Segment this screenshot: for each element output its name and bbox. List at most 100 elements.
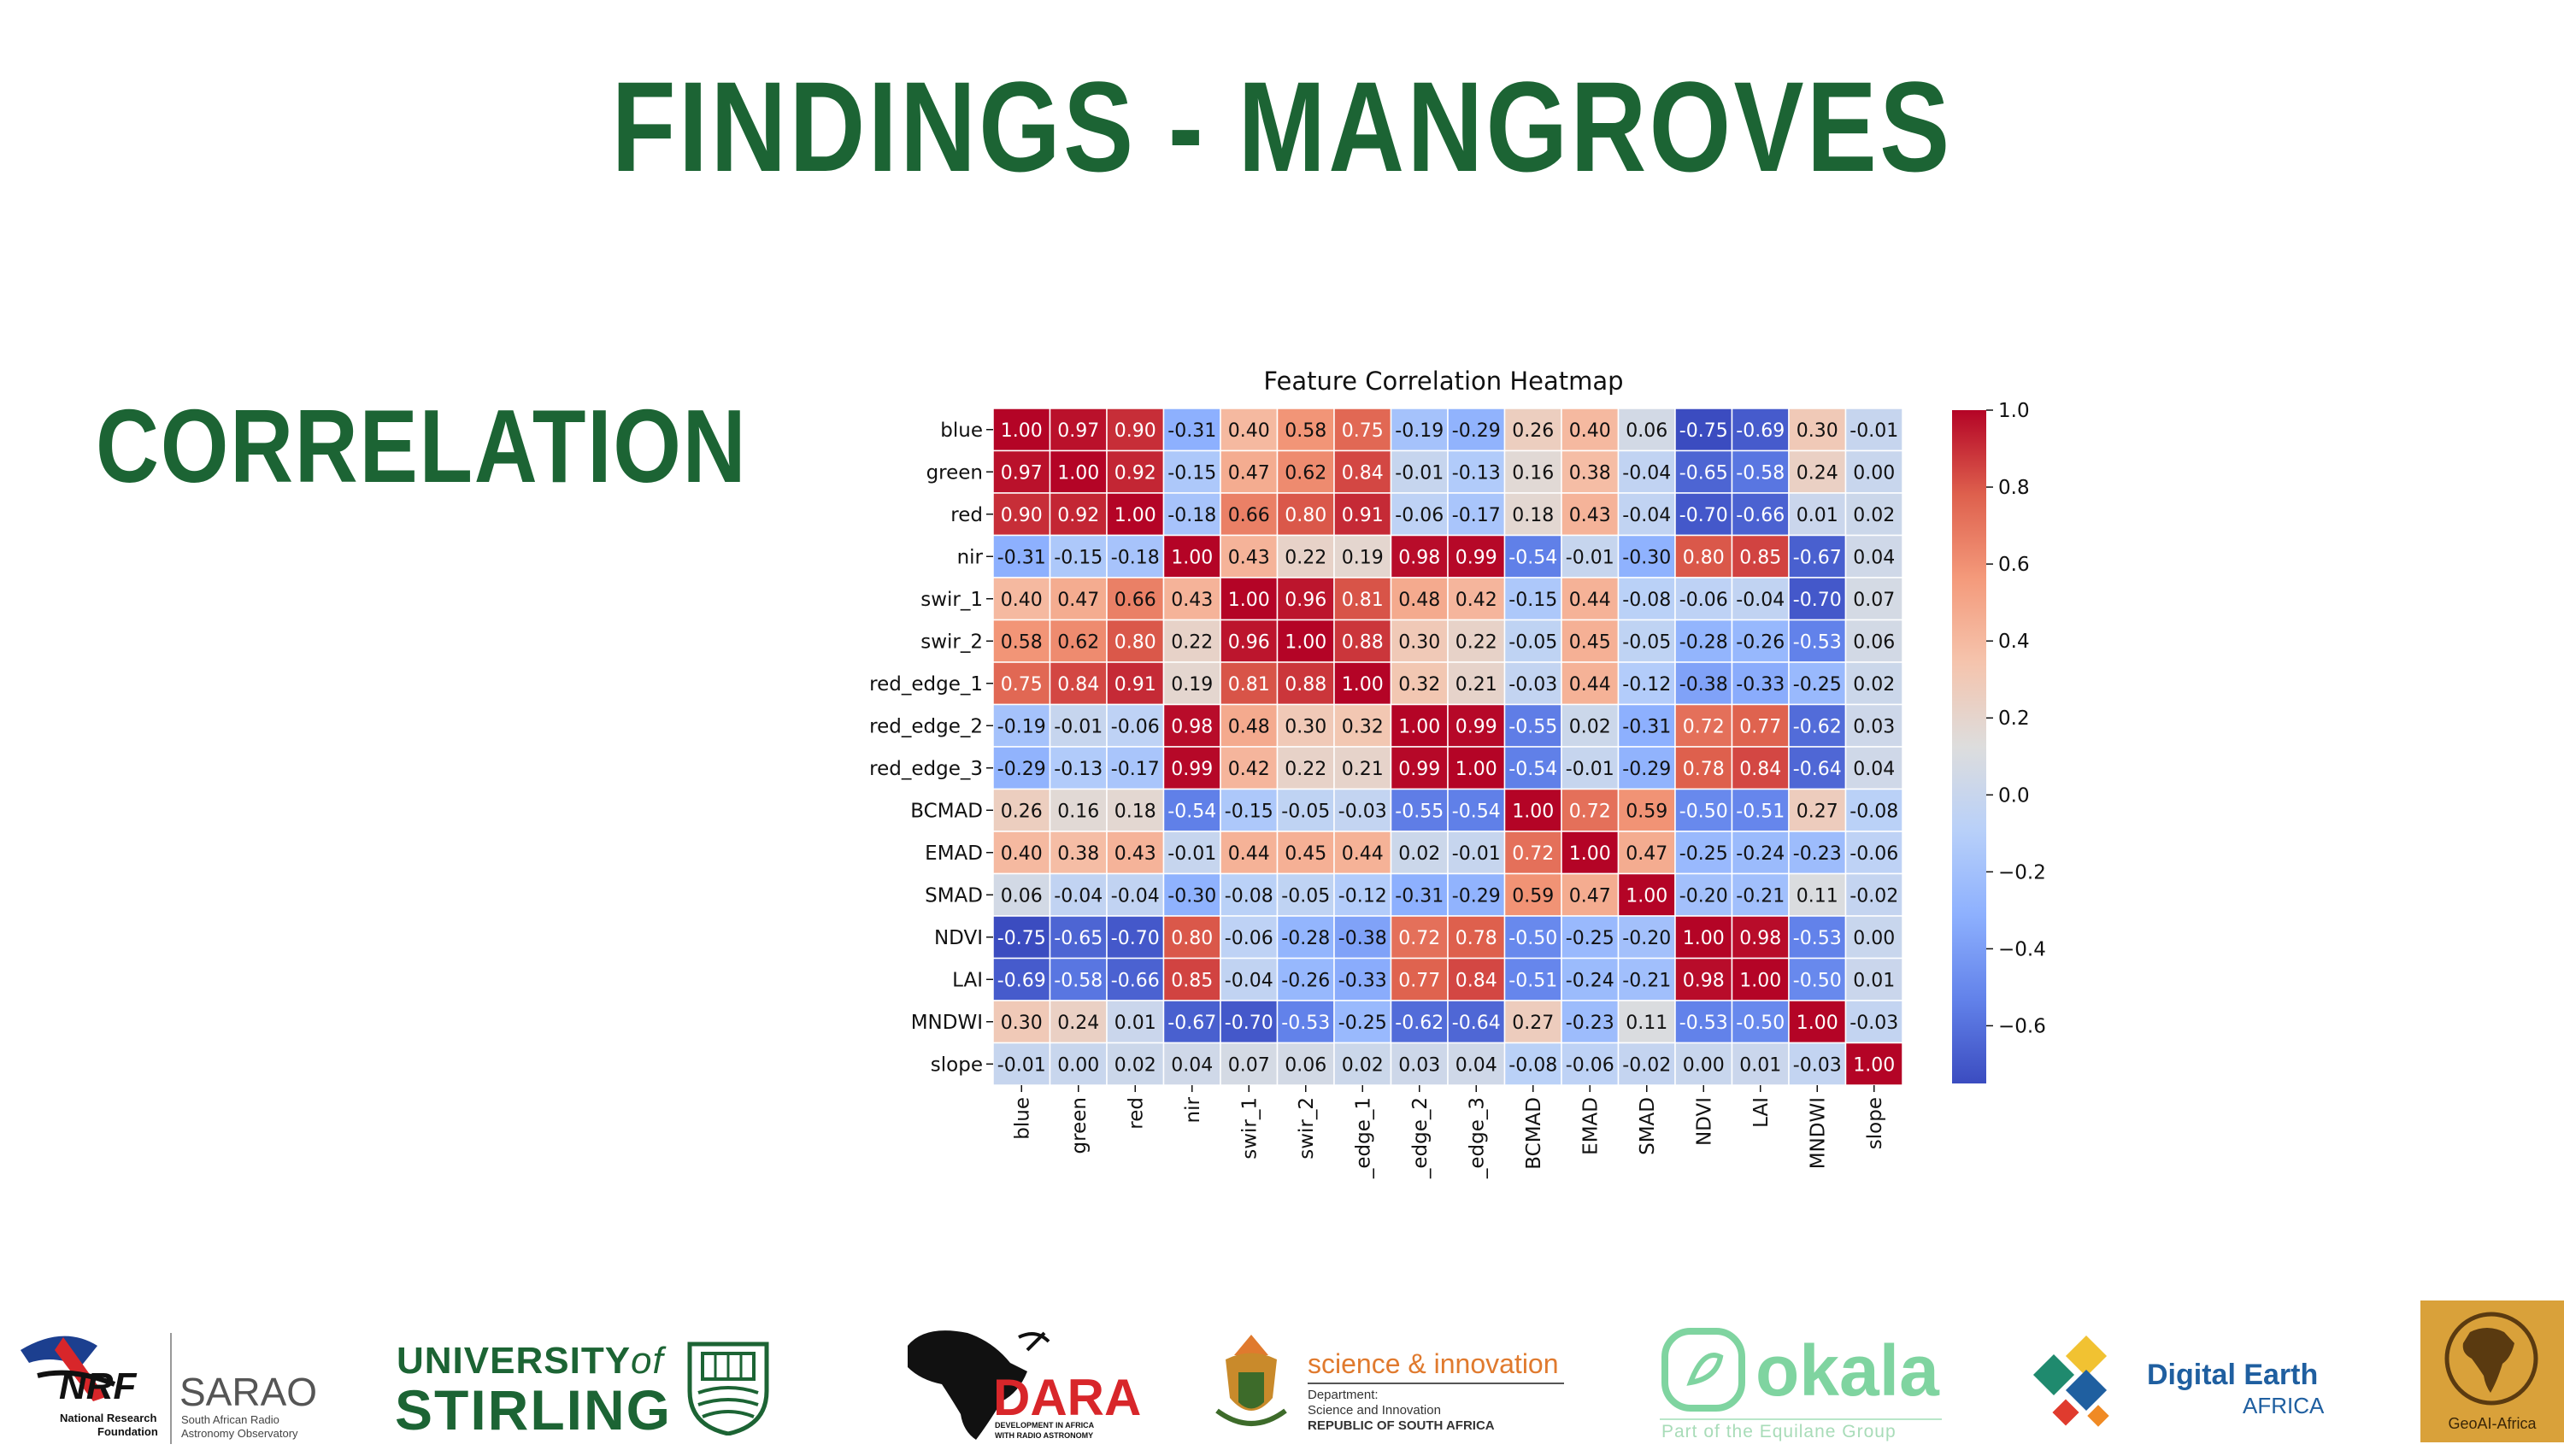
cell-value-label: -0.08 — [1849, 801, 1898, 822]
heatmap-cell — [992, 915, 1051, 960]
heatmap-cell — [1503, 957, 1562, 1001]
heatmap-cell — [1788, 703, 1847, 748]
cell-value-label: -0.28 — [1281, 928, 1330, 949]
cell-value-label: -0.75 — [997, 928, 1046, 949]
heatmap-cell — [1788, 915, 1847, 960]
cell-value-label: 0.48 — [1228, 716, 1270, 737]
cell-value-label: -0.31 — [1622, 716, 1671, 737]
cell-value-label: 0.02 — [1569, 716, 1611, 737]
column-label: blue — [1011, 1097, 1033, 1140]
heatmap-cell — [1049, 872, 1108, 917]
heatmap-cell — [1390, 492, 1449, 537]
column-label: _edge_3 — [1466, 1097, 1488, 1179]
heatmap-cell — [1844, 534, 1903, 578]
cell-value-label: 0.77 — [1739, 716, 1781, 737]
cell-value-label: -0.50 — [1736, 1013, 1785, 1034]
cell-value-label: -0.02 — [1622, 1054, 1671, 1076]
cell-value-label: 0.03 — [1398, 1054, 1440, 1076]
cell-value-label: 0.45 — [1285, 843, 1326, 865]
cell-value-label: 1.00 — [1739, 970, 1781, 991]
heatmap-cell — [1503, 1042, 1562, 1086]
dsi-divider — [1308, 1383, 1564, 1384]
cell-value-label: 1.00 — [1001, 420, 1043, 442]
cell-value-label: 0.84 — [1739, 759, 1781, 780]
cell-value-label: 0.21 — [1342, 759, 1384, 780]
cell-value-label: -0.15 — [1054, 547, 1103, 568]
dsi-line1: Department: — [1308, 1388, 1379, 1402]
cell-value-label: 0.40 — [1001, 843, 1043, 865]
heatmap-cell — [1788, 577, 1847, 621]
cell-value-label: -0.12 — [1622, 674, 1671, 696]
cell-value-label: 0.78 — [1683, 759, 1725, 780]
cell-value-label: 0.47 — [1569, 885, 1611, 907]
heatmap-cell — [1106, 661, 1165, 706]
cell-value-label: 0.59 — [1512, 885, 1554, 907]
cell-value-label: -0.50 — [1679, 801, 1728, 822]
cell-value-label: 0.02 — [1853, 674, 1895, 696]
cell-value-label: 0.96 — [1285, 590, 1326, 611]
cell-value-label: 0.02 — [1853, 505, 1895, 526]
heatmap-cell — [1276, 746, 1335, 790]
heatmap-cell — [1617, 408, 1676, 452]
heatmap-cell — [1788, 619, 1847, 663]
heatmap-cell — [1788, 492, 1847, 537]
heatmap-cell — [1674, 831, 1733, 875]
cell-value-label: 0.97 — [1057, 420, 1099, 442]
cell-value-label: -0.06 — [1225, 928, 1273, 949]
row-label: red_edge_2 — [869, 715, 983, 737]
nrf-line2: Foundation — [97, 1425, 158, 1438]
cell-value-label: 0.91 — [1342, 505, 1384, 526]
cell-value-label: -0.12 — [1338, 885, 1387, 907]
heatmap-cell — [1503, 915, 1562, 960]
heatmap-cell — [1220, 449, 1279, 494]
column-label: slope — [1864, 1097, 1886, 1149]
cell-value-label: 0.06 — [1853, 631, 1895, 653]
cell-value-label: -0.58 — [1736, 462, 1785, 484]
sarao-line2: Astronomy Observatory — [181, 1427, 298, 1440]
dsi-line3: REPUBLIC OF SOUTH AFRICA — [1308, 1418, 1495, 1433]
heatmap-cell — [1561, 746, 1620, 790]
row-label: nir — [957, 546, 984, 568]
cell-value-label: -0.29 — [1452, 420, 1501, 442]
heatmap-cell — [1844, 492, 1903, 537]
heatmap-cell — [1788, 449, 1847, 494]
cell-value-label: 0.90 — [1001, 505, 1043, 526]
heatmap-cell — [1220, 1000, 1279, 1044]
cell-value-label: 1.00 — [1171, 547, 1213, 568]
cell-value-label: -0.15 — [1508, 590, 1557, 611]
heatmap-cell — [1844, 915, 1903, 960]
heatmap-cell — [1788, 1000, 1847, 1044]
nrf-line1: National Research — [60, 1412, 157, 1424]
cell-value-label: 0.43 — [1569, 505, 1611, 526]
cell-value-label: -0.02 — [1849, 885, 1898, 907]
heatmap-cell — [1844, 957, 1903, 1001]
cell-value-label: 0.97 — [1001, 462, 1043, 484]
heatmap-cell — [1276, 408, 1335, 452]
cell-value-label: 0.84 — [1057, 674, 1099, 696]
sarao-line1: South African Radio — [181, 1413, 279, 1426]
cell-value-label: 0.16 — [1512, 462, 1554, 484]
cell-value-label: -0.18 — [1167, 505, 1216, 526]
cell-value-label: -0.06 — [1566, 1054, 1614, 1076]
heatmap-cell — [1106, 915, 1165, 960]
cell-value-label: 0.99 — [1171, 759, 1213, 780]
heatmap-cell — [1162, 449, 1221, 494]
cell-value-label: -0.70 — [1111, 928, 1160, 949]
heatmap-cell — [1390, 957, 1449, 1001]
cell-value-label: -0.01 — [1566, 759, 1614, 780]
cell-value-label: 0.22 — [1285, 759, 1326, 780]
heatmap-cell — [1447, 957, 1506, 1001]
heatmap-cell — [1049, 408, 1108, 452]
cell-value-label: 0.43 — [1228, 547, 1270, 568]
heatmap-cell — [1276, 957, 1335, 1001]
digital-earth-africa-logo: Digital Earth AFRICA — [2031, 1335, 2330, 1437]
cell-value-label: -0.03 — [1849, 1013, 1898, 1034]
heatmap-cells: 1.00 0.97 0.90 -0.31 0.40 0.58 0.75 -0.19 -0.29 0… — [992, 408, 1903, 1086]
heatmap-cell — [1276, 831, 1335, 875]
cell-value-label: 0.32 — [1342, 716, 1384, 737]
cell-value-label: 0.22 — [1171, 631, 1213, 653]
cell-value-label: -0.26 — [1736, 631, 1785, 653]
dsi-name: science & innovation — [1308, 1348, 1559, 1379]
cell-value-label: 1.00 — [1398, 716, 1440, 737]
cell-value-label: -0.69 — [997, 970, 1046, 991]
